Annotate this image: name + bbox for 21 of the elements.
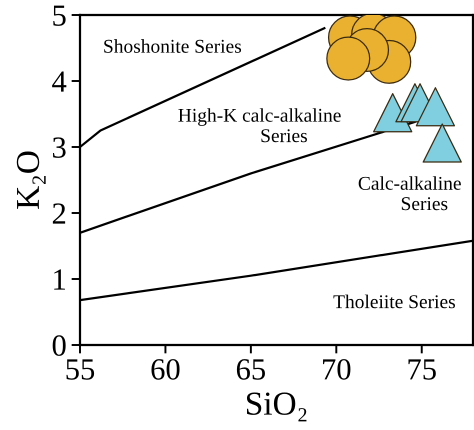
annotation: High-K calc-alkaline Series (178, 108, 341, 142)
y-tick-label: 2 (52, 203, 66, 224)
annotation: Shoshonite Series (104, 39, 242, 53)
point (422, 123, 462, 163)
x-tick-label: 60 (151, 359, 180, 380)
y-axis-title: K₂O (16, 151, 46, 209)
point (326, 36, 370, 81)
annotation: Tholeiite Series (333, 294, 455, 308)
x-axis-title: SiO₂ (246, 392, 306, 422)
y-tick-label: 4 (52, 71, 66, 92)
y-tick-label: 1 (54, 269, 65, 290)
y-tick-label: 5 (53, 6, 66, 26)
x-tick-label: 70 (323, 359, 350, 380)
x-tick-label: 55 (66, 359, 94, 380)
x-tick-label: 65 (236, 359, 265, 380)
point (416, 87, 456, 126)
y-tick-label: 3 (52, 137, 66, 158)
x-tick-label: 75 (408, 359, 436, 380)
point (373, 93, 412, 132)
annotation: Calc-alkaline Series (358, 176, 461, 210)
y-tick-label: 0 (52, 335, 66, 356)
